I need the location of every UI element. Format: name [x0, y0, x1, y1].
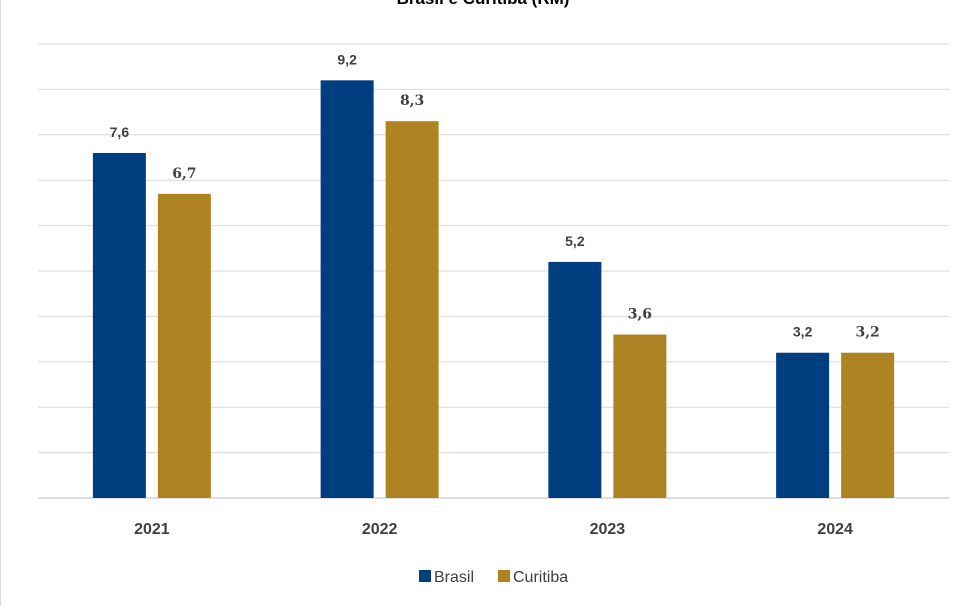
chart-title: Brasil e Curitiba (RM): [1, 0, 964, 9]
legend-label-curitiba: Curitiba: [513, 569, 568, 586]
data-label-curitiba-2022: 8,3: [400, 93, 424, 109]
x-tick-label-2021: 2021: [134, 521, 170, 538]
data-labels: 7,6 6,7 9,2 8,3 5,2 3,6 3,2 3,2: [110, 51, 880, 340]
bar-curitiba-2021: [157, 193, 211, 498]
legend: Brasil Curitiba: [419, 569, 568, 586]
data-label-brasil-2021: 7,6: [110, 124, 130, 140]
data-label-curitiba-2023: 3,6: [628, 307, 652, 323]
x-tick-label-2022: 2022: [362, 521, 398, 538]
bar-curitiba-2022: [385, 121, 439, 499]
legend-label-brasil: Brasil: [434, 569, 474, 586]
x-tick-label-2024: 2024: [817, 521, 853, 538]
data-label-curitiba-2024: 3,2: [855, 325, 879, 341]
bar-curitiba-2023: [613, 334, 667, 498]
data-label-brasil-2024: 3,2: [793, 324, 813, 340]
x-tick-label-2023: 2023: [590, 521, 626, 538]
bar-curitiba-2024: [841, 352, 895, 498]
bar-brasil-2021: [92, 152, 146, 498]
bar-brasil-2024: [776, 352, 830, 498]
x-tick-labels: 2021 2022 2023 2024: [134, 521, 853, 538]
data-label-curitiba-2021: 6,7: [172, 166, 196, 182]
bar-brasil-2023: [548, 261, 602, 498]
bars: [92, 80, 895, 499]
data-label-brasil-2022: 9,2: [337, 51, 357, 67]
legend-swatch-brasil: [419, 570, 431, 582]
bar-brasil-2022: [320, 80, 374, 498]
data-label-brasil-2023: 5,2: [565, 233, 585, 249]
legend-swatch-curitiba: [498, 570, 510, 582]
